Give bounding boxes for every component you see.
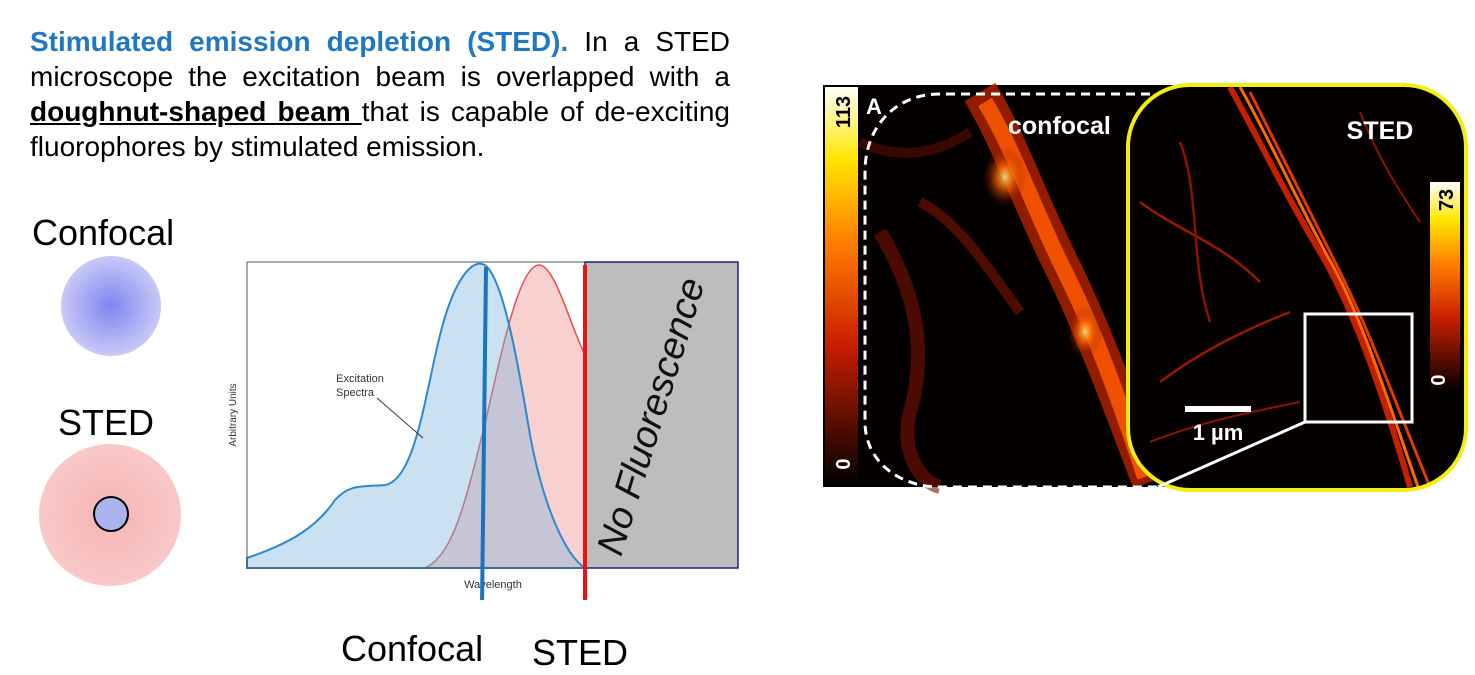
scalebar bbox=[1185, 406, 1251, 412]
intro-underlined: doughnut-shaped beam bbox=[30, 96, 362, 127]
confocal-psf-label: Confocal bbox=[32, 212, 175, 253]
confocal-psf-spot bbox=[61, 256, 161, 356]
sted-image bbox=[1128, 85, 1466, 490]
arrow-sted-label: STED bbox=[532, 632, 629, 673]
zoom-leader bbox=[1157, 420, 1306, 489]
chart-axes bbox=[246, 262, 585, 569]
sted-title: STED bbox=[1347, 117, 1414, 145]
y-axis-label: Arbitrary Units bbox=[228, 383, 239, 446]
confocal-structures bbox=[857, 82, 1167, 494]
intro-text-2: that is capable of de-exciting fluoropho… bbox=[30, 96, 730, 162]
scalebar-label: 1 µm bbox=[1193, 420, 1244, 445]
confocal-scale-min: 0 bbox=[833, 458, 855, 469]
sted-psf-spot bbox=[39, 444, 181, 586]
arrow-confocal-label: Confocal bbox=[341, 628, 484, 669]
intro-text-1: In a STED microscope the excitation beam… bbox=[30, 26, 731, 92]
emission-spectrum bbox=[424, 264, 586, 569]
micrograph-panel: 113 0 A confocal STED 73 0 1 µm bbox=[823, 82, 1468, 494]
spectra-chart: Excitation Spectra Arbitrary Units Wavel… bbox=[228, 261, 739, 600]
confocal-scale-max: 113 bbox=[833, 96, 855, 128]
sted-scale-min: 0 bbox=[1428, 374, 1450, 385]
sted-psf-label: STED bbox=[58, 402, 155, 443]
sted-colorbar bbox=[1430, 182, 1460, 392]
confocal-arrow bbox=[480, 266, 488, 600]
zoom-box bbox=[1303, 312, 1414, 424]
x-axis-label: Wavelength bbox=[464, 579, 522, 591]
sted-outline bbox=[1126, 83, 1468, 492]
sted-scale-max: 73 bbox=[1436, 189, 1458, 211]
confocal-outline bbox=[863, 92, 1160, 489]
excitation-spectrum bbox=[246, 262, 589, 569]
confocal-title: confocal bbox=[1008, 112, 1111, 140]
annotation-line2: Spectra bbox=[336, 387, 375, 399]
panel-letter: A bbox=[866, 94, 882, 119]
intro-lead: Stimulated emission depletion (STED). bbox=[30, 26, 569, 57]
annotation-leader bbox=[376, 397, 424, 439]
no-fluorescence-region bbox=[584, 261, 739, 569]
intro-paragraph: Stimulated emission depletion (STED). In… bbox=[30, 24, 730, 164]
confocal-colorbar bbox=[825, 87, 858, 485]
annotation-line1: Excitation bbox=[336, 373, 384, 385]
